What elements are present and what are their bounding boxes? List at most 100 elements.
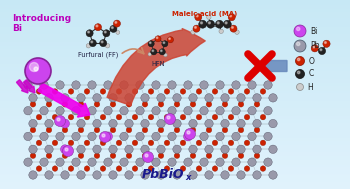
Bar	[0, 183, 350, 184]
Circle shape	[184, 158, 192, 166]
Circle shape	[248, 132, 256, 141]
Circle shape	[24, 158, 32, 166]
Bar	[0, 41, 350, 42]
Bar	[0, 102, 350, 103]
Circle shape	[120, 107, 128, 115]
Circle shape	[68, 140, 74, 146]
Circle shape	[62, 101, 68, 107]
Circle shape	[56, 107, 64, 115]
Bar	[0, 43, 350, 44]
Circle shape	[109, 171, 117, 179]
Bar	[0, 39, 350, 40]
Circle shape	[94, 24, 101, 31]
Circle shape	[216, 81, 224, 89]
Bar	[0, 40, 350, 41]
Bar	[0, 52, 350, 53]
Circle shape	[173, 119, 181, 128]
Circle shape	[294, 40, 306, 52]
Circle shape	[158, 127, 164, 133]
Circle shape	[174, 101, 180, 107]
Circle shape	[103, 30, 110, 37]
Circle shape	[104, 107, 112, 115]
Bar	[0, 33, 350, 34]
Circle shape	[221, 145, 229, 153]
Circle shape	[190, 101, 196, 107]
Circle shape	[296, 27, 300, 31]
Circle shape	[24, 132, 32, 141]
Bar	[0, 140, 350, 141]
Circle shape	[205, 171, 213, 179]
Circle shape	[94, 127, 100, 133]
Circle shape	[84, 89, 90, 94]
Circle shape	[238, 153, 244, 159]
Circle shape	[269, 119, 277, 128]
Circle shape	[163, 42, 165, 43]
FancyArrow shape	[259, 58, 287, 74]
Bar	[0, 152, 350, 153]
Bar	[0, 8, 350, 9]
Circle shape	[94, 101, 100, 107]
Circle shape	[148, 114, 154, 120]
Bar	[0, 162, 350, 163]
Bar	[0, 45, 350, 46]
Bar	[0, 20, 350, 21]
Bar	[0, 76, 350, 77]
Circle shape	[212, 114, 218, 120]
Text: x: x	[185, 173, 190, 182]
Bar	[0, 97, 350, 98]
Circle shape	[132, 140, 138, 146]
Circle shape	[120, 81, 128, 89]
Circle shape	[104, 132, 112, 141]
Bar	[0, 63, 350, 64]
Bar	[0, 69, 350, 70]
Bar	[0, 125, 350, 126]
Circle shape	[228, 166, 234, 171]
Circle shape	[184, 129, 196, 139]
Text: Maleic acid (MA): Maleic acid (MA)	[172, 11, 238, 17]
Circle shape	[254, 101, 260, 107]
Circle shape	[29, 94, 37, 102]
Circle shape	[110, 153, 116, 159]
Circle shape	[148, 41, 154, 47]
Circle shape	[254, 127, 260, 133]
Bar	[0, 87, 350, 88]
Bar	[0, 59, 350, 60]
Circle shape	[237, 171, 245, 179]
Circle shape	[212, 89, 218, 94]
Bar	[0, 142, 350, 143]
Circle shape	[212, 140, 218, 146]
Bar	[0, 4, 350, 5]
Circle shape	[40, 132, 48, 141]
Circle shape	[260, 166, 266, 171]
Circle shape	[125, 94, 133, 102]
Bar	[0, 130, 350, 131]
Circle shape	[216, 158, 224, 166]
Bar	[0, 132, 350, 133]
Circle shape	[72, 158, 80, 166]
Bar	[0, 83, 350, 84]
Circle shape	[200, 158, 208, 166]
Bar	[0, 138, 350, 139]
Circle shape	[260, 140, 266, 146]
Text: O: O	[308, 57, 314, 66]
Circle shape	[253, 171, 261, 179]
Circle shape	[88, 107, 96, 115]
Circle shape	[86, 43, 91, 48]
Bar	[0, 145, 350, 146]
Circle shape	[152, 132, 160, 141]
Circle shape	[148, 53, 152, 56]
Circle shape	[232, 132, 240, 141]
Bar	[0, 31, 350, 32]
Bar	[0, 94, 350, 95]
Bar	[0, 179, 350, 180]
Circle shape	[113, 20, 120, 27]
Bar	[0, 62, 350, 63]
Circle shape	[187, 131, 190, 134]
Circle shape	[46, 101, 52, 107]
Circle shape	[189, 94, 197, 102]
Circle shape	[195, 14, 202, 21]
Bar	[0, 70, 350, 71]
Circle shape	[173, 145, 181, 153]
Bar	[0, 55, 350, 56]
FancyArrow shape	[23, 80, 35, 93]
